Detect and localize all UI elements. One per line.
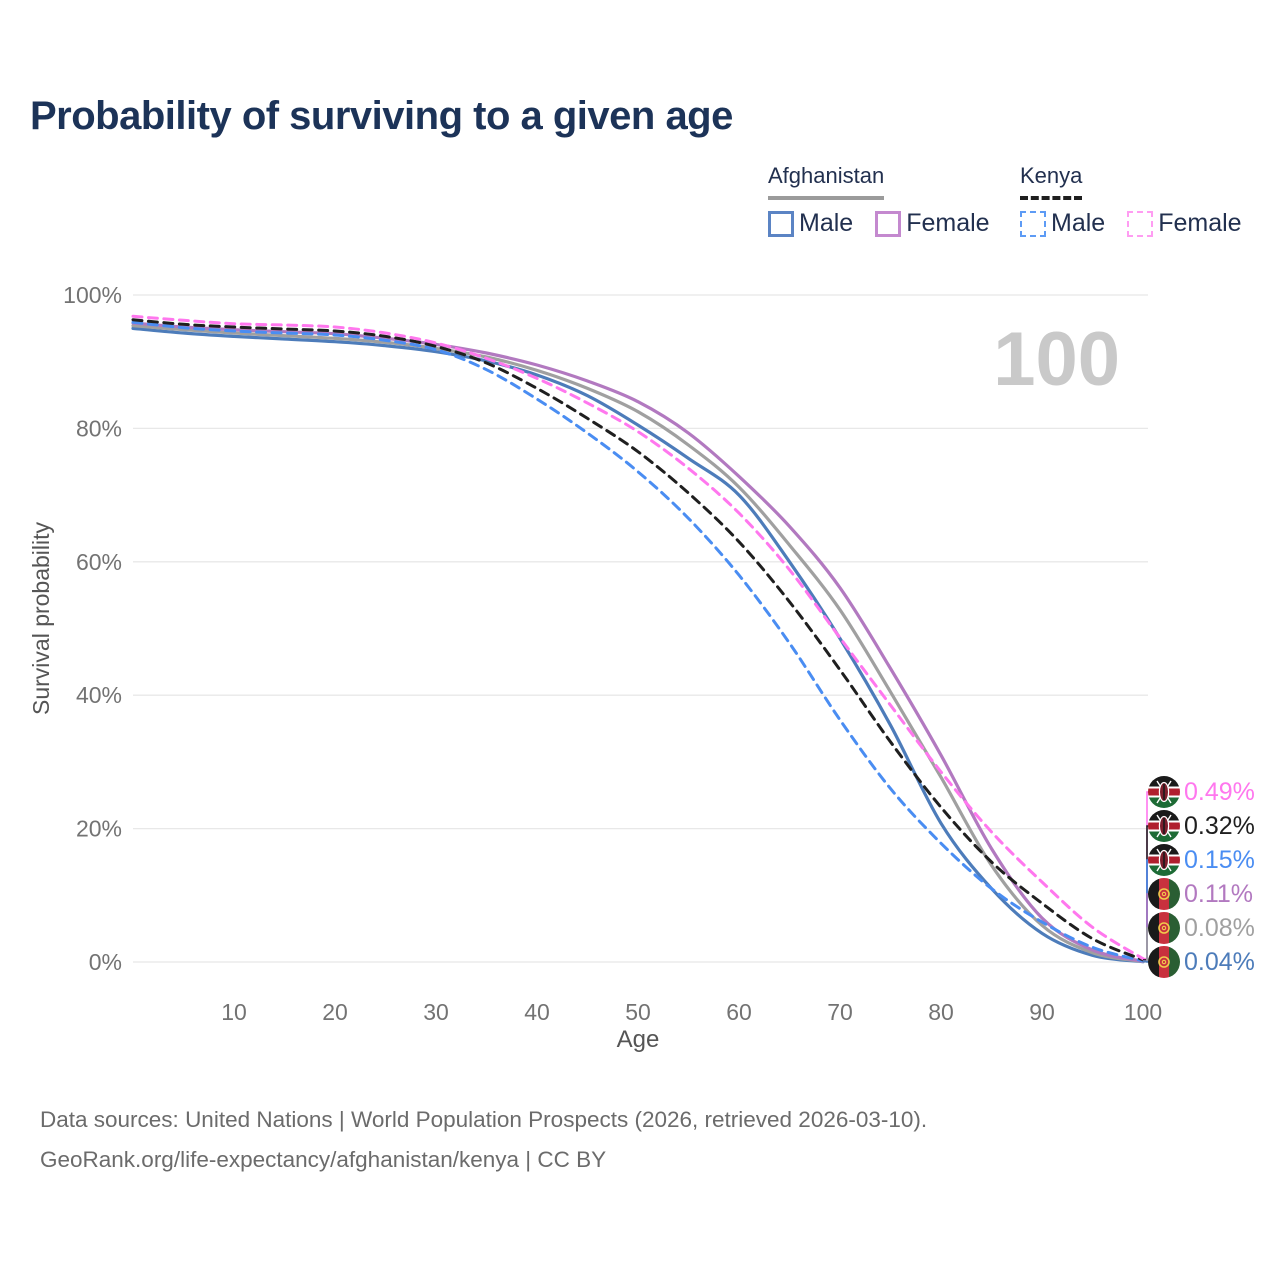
legend-label-kenya-male[interactable]: Male: [1051, 209, 1106, 237]
x-tick-80: 80: [928, 999, 954, 1025]
end-value-kenya-total: 0.32%: [1184, 812, 1255, 840]
curve-afghanistan-male: [131, 326, 1145, 964]
kenya-flag-icon: [1148, 844, 1180, 876]
end-value-afghanistan-male: 0.04%: [1184, 948, 1255, 976]
x-tick-30: 30: [423, 999, 449, 1025]
legend-header-afghanistan[interactable]: Afghanistan: [768, 163, 885, 200]
end-value-labels: 0.49% 0.32% 0.15% 0.11% 0.08% 0.04%: [1143, 776, 1255, 978]
x-tick-labels: 10 20 30 40 50 60 70 80 90 100: [221, 999, 1162, 1025]
page-title: Probability of surviving to a given age: [30, 94, 733, 138]
x-axis-title: Age: [617, 1026, 660, 1053]
x-tick-90: 90: [1029, 999, 1055, 1025]
kenya-flag-icon: [1148, 810, 1180, 842]
x-tick-20: 20: [322, 999, 348, 1025]
survival-curves: [131, 314, 1145, 964]
x-tick-50: 50: [625, 999, 651, 1025]
x-tick-70: 70: [827, 999, 853, 1025]
legend-row-kenya: Male Female: [1020, 209, 1242, 238]
curve-kenya-female: [131, 314, 1145, 961]
curve-kenya-total: [131, 318, 1145, 962]
legend-swatch-kenya-male[interactable]: [1020, 210, 1046, 237]
legend-swatch-afghanistan-female[interactable]: [875, 210, 902, 237]
curve-afghanistan-total: [131, 324, 1145, 964]
legend-label-afghanistan-male[interactable]: Male: [799, 209, 854, 237]
afghanistan-flag-icon: [1148, 878, 1180, 910]
legend-swatch-afghanistan-male[interactable]: [768, 210, 794, 237]
legend-header-kenya[interactable]: Kenya: [1020, 163, 1083, 200]
footer-data-sources: Data sources: United Nations | World Pop…: [40, 1107, 928, 1132]
legend-swatch-kenya-female[interactable]: [1127, 210, 1154, 237]
afghanistan-flag-icon: [1148, 946, 1180, 978]
legend-group-kenya: Kenya Male Female: [1020, 163, 1242, 238]
legend-row-afghanistan: Male Female: [768, 209, 990, 238]
footer: Data sources: United Nations | World Pop…: [40, 1100, 927, 1180]
y-tick-100%: 100%: [63, 282, 122, 308]
x-tick-10: 10: [221, 999, 247, 1025]
curve-kenya-male: [131, 320, 1145, 963]
y-tick-labels: 0% 20% 40% 60% 80% 100%: [63, 282, 122, 975]
end-value-kenya-female: 0.49%: [1184, 778, 1255, 806]
age-indicator-watermark: 100: [993, 317, 1120, 402]
legend-label-kenya-female[interactable]: Female: [1158, 209, 1242, 237]
legend-group-afghanistan: Afghanistan Male Female: [768, 163, 990, 238]
end-value-afghanistan-female: 0.11%: [1184, 880, 1253, 908]
y-tick-0%: 0%: [89, 949, 122, 975]
end-value-afghanistan-total: 0.08%: [1184, 914, 1255, 942]
y-tick-60%: 60%: [76, 549, 122, 575]
x-tick-60: 60: [726, 999, 752, 1025]
footer-attribution-link: GeoRank.org/life-expectancy/afghanistan/…: [40, 1147, 607, 1173]
y-tick-20%: 20%: [76, 816, 122, 842]
x-tick-100: 100: [1124, 999, 1162, 1025]
x-tick-40: 40: [524, 999, 550, 1025]
afghanistan-flag-icon: [1148, 912, 1180, 944]
kenya-flag-icon: [1148, 776, 1180, 808]
legend-label-afghanistan-female[interactable]: Female: [906, 209, 990, 237]
survival-chart: 0% 20% 40% 60% 80% 100% 10 20 30 40 50 60 70 80 90 100…: [63, 282, 1255, 1053]
end-value-kenya-male: 0.15%: [1184, 846, 1255, 874]
y-tick-80%: 80%: [76, 415, 122, 441]
y-tick-40%: 40%: [76, 682, 122, 708]
